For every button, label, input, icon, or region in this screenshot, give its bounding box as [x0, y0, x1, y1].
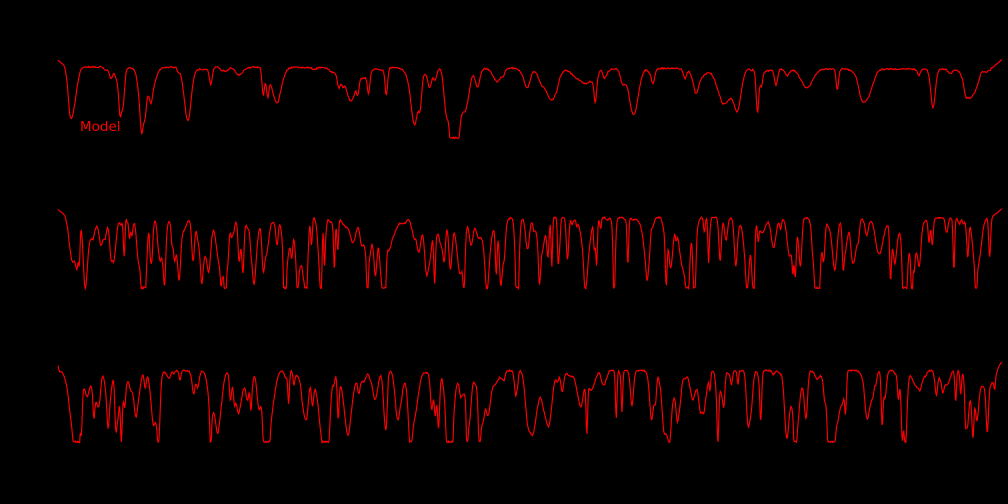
- model-spectrum-line-middle: [57, 208, 1003, 291]
- legend-label-model: Model: [80, 119, 121, 135]
- model-spectrum-line-top: [57, 59, 1003, 140]
- model-spectrum-line-bottom: [57, 361, 1003, 444]
